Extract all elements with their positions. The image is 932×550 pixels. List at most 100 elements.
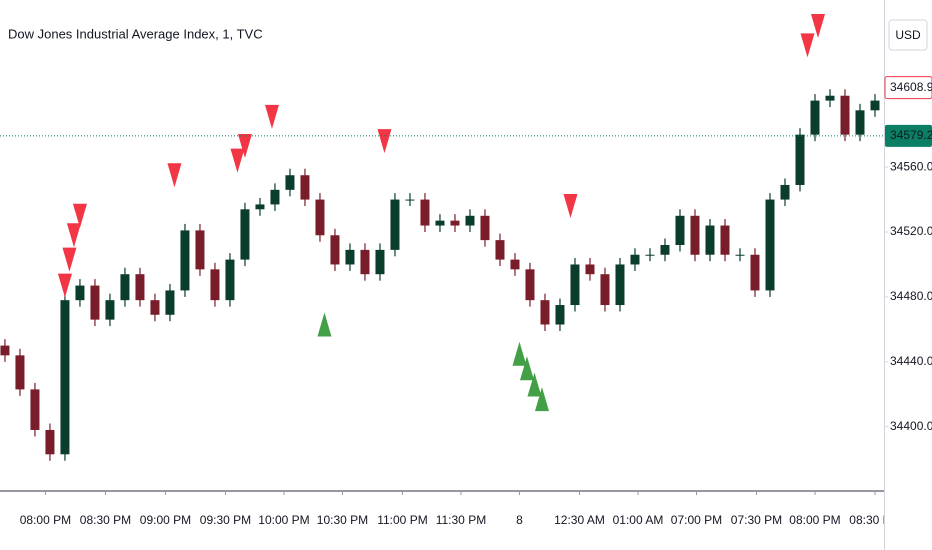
- candle-body: [570, 264, 580, 306]
- y-tick-label: 34520.00: [890, 224, 932, 238]
- candle-body: [495, 240, 505, 260]
- x-tick-label: 8: [516, 513, 523, 527]
- candle-body: [525, 269, 535, 301]
- candle-body: [555, 305, 565, 325]
- candle-body: [705, 225, 715, 255]
- candle-body: [780, 184, 790, 200]
- sell-signal: [57, 273, 72, 298]
- candle-body: [75, 285, 85, 301]
- candle-body: [765, 199, 775, 291]
- candle-body: [135, 274, 145, 301]
- candle-body: [795, 134, 805, 185]
- sell-signal: [264, 104, 279, 129]
- candle-body: [855, 110, 865, 135]
- candle-body: [510, 259, 520, 270]
- plot-area: [0, 13, 880, 461]
- x-tick-label: 08:30 PM: [80, 513, 131, 527]
- candle-body: [870, 100, 880, 111]
- y-tick-label: 34440.00: [890, 354, 932, 368]
- x-tick-label: 07:30 PM: [731, 513, 782, 527]
- candle-body: [360, 249, 370, 275]
- y-tick-label: 34560.00: [890, 159, 932, 173]
- x-tick-label: 09:00 PM: [140, 513, 191, 527]
- sell-signal: [167, 163, 182, 188]
- candle-body: [30, 389, 40, 430]
- candle-body: [735, 254, 745, 256]
- candle-body: [270, 189, 280, 205]
- sell-signal: [62, 247, 77, 272]
- x-tick-label: 01:00 AM: [613, 513, 664, 527]
- x-tick-label: 09:30 PM: [200, 513, 251, 527]
- high-price-label: 34608.99: [890, 80, 932, 94]
- x-tick-label: 08:00 PM: [20, 513, 71, 527]
- candle-body: [105, 300, 115, 320]
- candle-body: [450, 220, 460, 226]
- chart-title: Dow Jones Industrial Average Index, 1, T…: [8, 26, 263, 41]
- candle-body: [300, 175, 310, 200]
- candle-body: [60, 300, 70, 455]
- candle-body: [315, 199, 325, 236]
- x-tick-label: 10:00 PM: [258, 513, 309, 527]
- sell-signal: [72, 203, 87, 228]
- buy-signal: [512, 341, 527, 366]
- x-tick-label: 11:30 PM: [436, 513, 486, 527]
- last-price-box: [885, 124, 932, 147]
- candle-body: [660, 245, 670, 255]
- candle-body: [120, 274, 130, 301]
- x-tick-label: 10:30 PM: [317, 513, 368, 527]
- candle-body: [645, 254, 655, 256]
- candle-body: [330, 235, 340, 265]
- candle-body: [210, 269, 220, 301]
- candle-body: [405, 199, 415, 201]
- candle-body: [180, 230, 190, 291]
- y-tick-label: 34480.00: [890, 289, 932, 303]
- candle-body: [540, 300, 550, 325]
- y-tick-label: 34400.00: [890, 419, 932, 433]
- candle-body: [810, 100, 820, 135]
- candle-body: [840, 95, 850, 135]
- candle-body: [90, 285, 100, 320]
- candle-body: [225, 259, 235, 301]
- buy-signal: [519, 356, 534, 381]
- high-price-box: [884, 76, 932, 100]
- candle-body: [825, 95, 835, 101]
- candle-body: [435, 220, 445, 226]
- buy-signal: [527, 372, 542, 397]
- time-axis: 08:00 PM 08:30 PM 09:00 PM 09:30 PM 10:00 PM…: [20, 491, 900, 527]
- sell-signal: [563, 194, 578, 219]
- candle-body: [390, 199, 400, 250]
- candle-body: [150, 300, 160, 315]
- candle-body: [195, 230, 205, 270]
- candle-body: [720, 225, 730, 255]
- candle-body: [465, 215, 475, 226]
- currency-label[interactable]: USD: [895, 28, 921, 42]
- x-tick-label: 08:30 PM: [849, 513, 900, 527]
- candle-body: [0, 345, 10, 356]
- candle-body: [285, 175, 295, 190]
- candle-body: [585, 264, 595, 275]
- candle-body: [675, 215, 685, 245]
- currency-button[interactable]: [888, 19, 928, 51]
- candle-body: [600, 274, 610, 306]
- buy-signal: [534, 387, 549, 412]
- candle-body: [375, 249, 385, 275]
- candle-body: [240, 209, 250, 260]
- sell-signal: [810, 13, 825, 38]
- x-tick-label: 11:00 PM: [377, 513, 427, 527]
- sell-signal: [237, 134, 252, 159]
- candle-body: [165, 290, 175, 315]
- candle-body: [420, 199, 430, 226]
- sell-signal: [66, 223, 81, 248]
- candle-body: [690, 215, 700, 255]
- x-tick-label: 07:00 PM: [671, 513, 722, 527]
- last-price-label: 34579.28: [890, 128, 932, 142]
- candle-body: [615, 264, 625, 306]
- buy-signal: [317, 312, 332, 337]
- candle-body: [15, 355, 25, 390]
- candle-body: [750, 254, 760, 291]
- sell-signal: [377, 129, 392, 154]
- x-tick-label: 08:00 PM: [789, 513, 840, 527]
- candle-body: [480, 215, 490, 241]
